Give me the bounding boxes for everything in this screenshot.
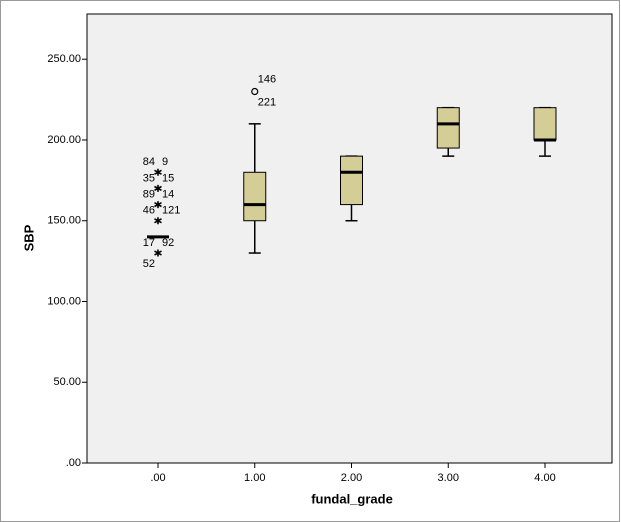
- x-tick-label: 2.00: [341, 472, 362, 484]
- outlier-label: 221: [258, 96, 276, 108]
- outlier-label: 92: [162, 237, 174, 249]
- y-tick-label: 200.00: [47, 134, 81, 146]
- extreme: [154, 168, 162, 176]
- plot-area: [86, 13, 613, 464]
- box: [533, 107, 557, 141]
- y-tick-label: 50.00: [53, 376, 81, 388]
- box: [340, 155, 363, 206]
- outlier-label: 46: [143, 205, 155, 217]
- box: [436, 107, 460, 149]
- outlier-label: 9: [162, 156, 168, 168]
- outlier-label: 15: [162, 172, 174, 184]
- outlier-label: 35: [143, 172, 155, 184]
- outlier-label: 84: [143, 156, 155, 168]
- y-tick-label: .00: [66, 457, 81, 469]
- x-tick-label: 3.00: [438, 472, 459, 484]
- extreme: [154, 249, 162, 257]
- outlier-label: 146: [258, 73, 276, 85]
- x-tick-label: 1.00: [244, 472, 265, 484]
- extreme: [154, 201, 162, 209]
- outlier-label: 52: [143, 258, 155, 270]
- outlier-label: 17: [143, 237, 155, 249]
- x-tick-label: .00: [150, 472, 165, 484]
- outlier-label: 89: [143, 188, 155, 200]
- outlier: [251, 87, 259, 96]
- extreme: [154, 184, 162, 192]
- extreme: [154, 217, 162, 225]
- y-tick-label: 150.00: [47, 215, 81, 227]
- x-tick-label: 4.00: [534, 472, 555, 484]
- outlier-label: 121: [162, 205, 180, 217]
- y-tick-label: 100.00: [47, 295, 81, 307]
- y-axis-title: SBP: [21, 224, 36, 251]
- y-tick-label: 250.00: [47, 53, 81, 65]
- box: [243, 171, 267, 222]
- outlier-label: 14: [162, 188, 174, 200]
- x-axis-title: fundal_grade: [311, 491, 393, 506]
